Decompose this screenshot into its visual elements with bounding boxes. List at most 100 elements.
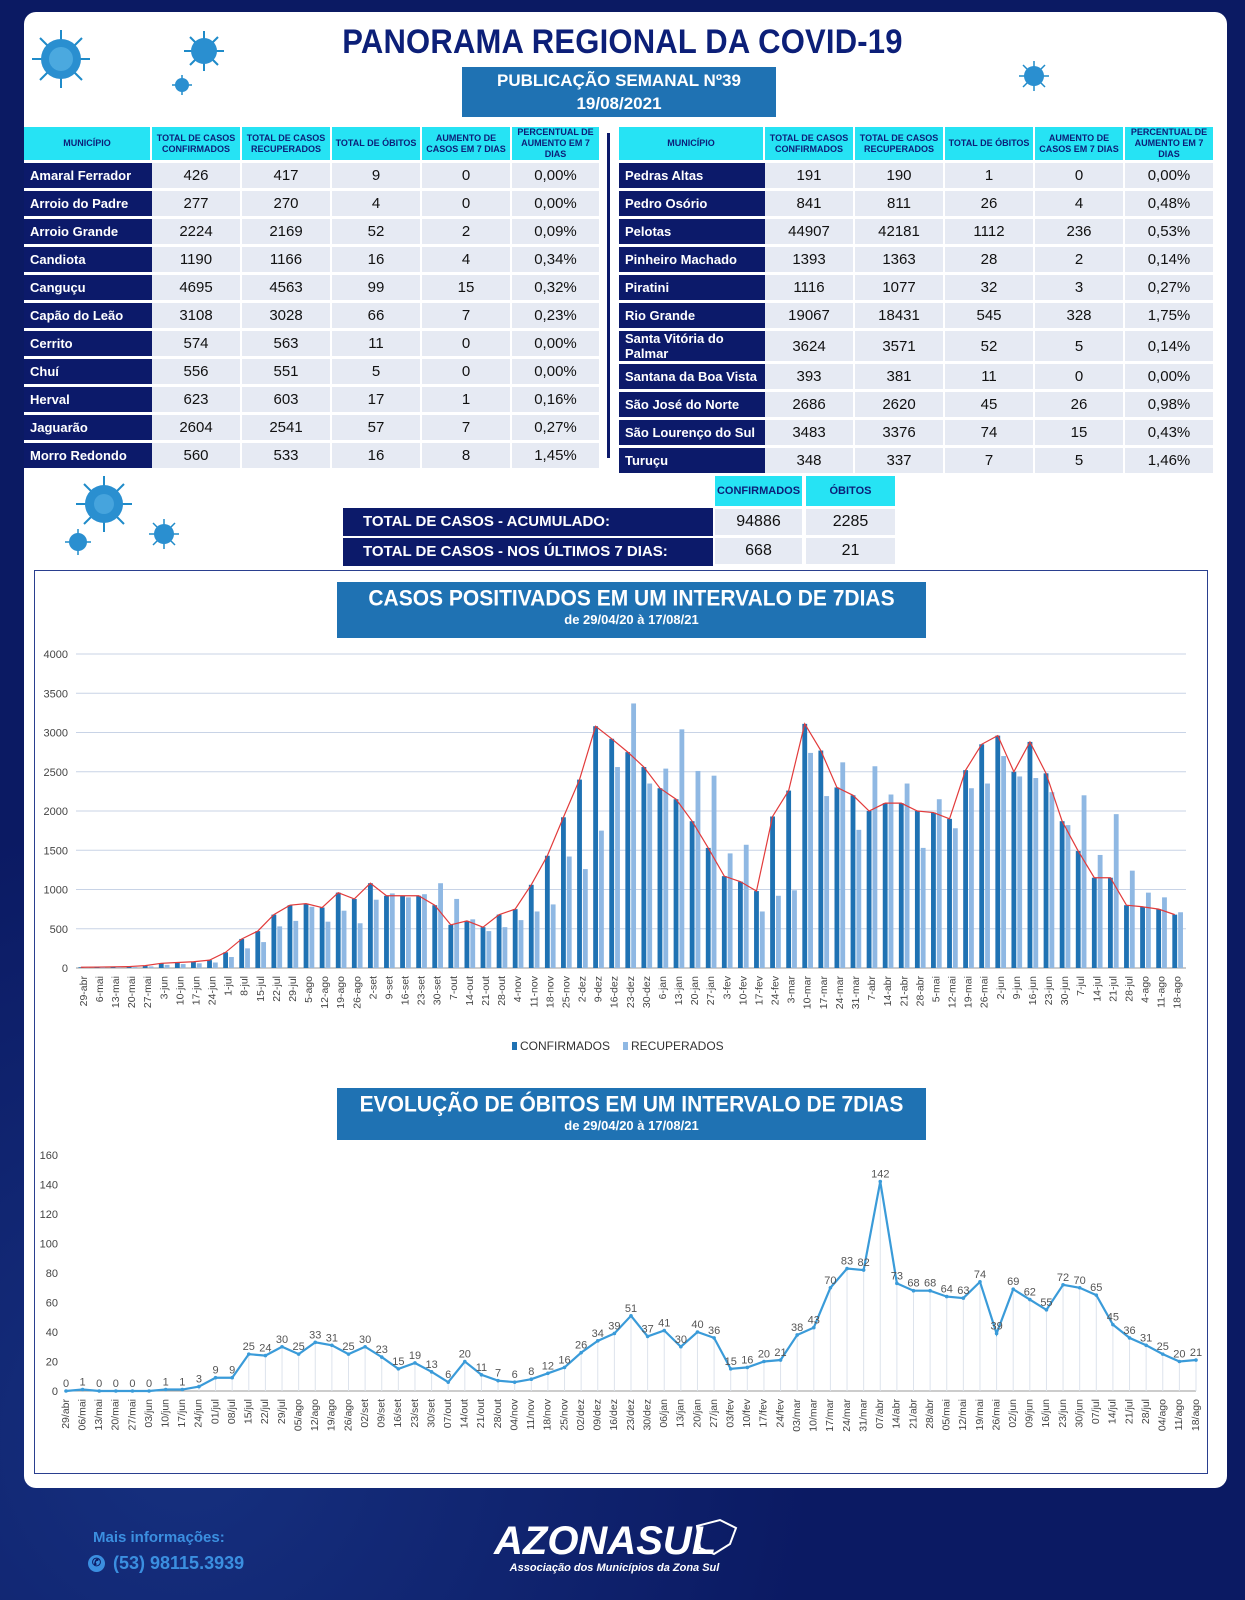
cases-chart: 0 500 1000 1500 2000 2500 3000 3500 4000 29-abr 6-… bbox=[44, 650, 1186, 1053]
bar-confirmed bbox=[544, 855, 550, 968]
x-tick-label: 21/jul bbox=[1123, 1399, 1135, 1424]
x-tick-label: 30-set bbox=[432, 976, 444, 1005]
table-cell: 2604 bbox=[152, 415, 242, 440]
bar-confirmed bbox=[947, 818, 952, 968]
table-cell: 603 bbox=[242, 387, 332, 412]
data-point bbox=[64, 1389, 68, 1393]
data-label: 0 bbox=[96, 1378, 102, 1390]
table-cell: 45 bbox=[945, 392, 1035, 417]
bar-confirmed bbox=[834, 787, 840, 968]
data-label: 68 bbox=[907, 1278, 919, 1290]
table-cell: 74 bbox=[945, 420, 1035, 445]
data-label: 30 bbox=[359, 1334, 371, 1346]
data-label: 25 bbox=[243, 1341, 255, 1353]
x-tick-label: 28/jul bbox=[1140, 1399, 1152, 1424]
col-header: PERCENTUAL DE AUMENTO EM 7 DIAS bbox=[1125, 127, 1215, 160]
table-cell: 426 bbox=[152, 163, 242, 188]
bar-confirmed bbox=[561, 817, 566, 968]
municipality-name: Candiota bbox=[24, 247, 152, 272]
data-point bbox=[712, 1336, 716, 1340]
bar-recovered bbox=[1162, 897, 1167, 968]
phone-number[interactable]: (53) 98115.3939 bbox=[113, 1553, 245, 1573]
data-label: 30 bbox=[675, 1334, 687, 1346]
x-tick-label: 26/ago bbox=[342, 1399, 354, 1431]
data-label: 20 bbox=[1173, 1349, 1185, 1361]
x-tick-label: 31-mar bbox=[850, 976, 862, 1010]
data-point bbox=[845, 1266, 849, 1271]
table-cell: 0 bbox=[422, 331, 512, 356]
x-tick-label: 27/jan bbox=[708, 1399, 720, 1428]
virus-icon bbox=[32, 30, 90, 88]
x-tick-label: 14-abr bbox=[882, 976, 894, 1007]
x-tick-label: 21/out bbox=[475, 1399, 487, 1428]
bar-recovered bbox=[824, 796, 830, 968]
table-cell: 16 bbox=[332, 443, 422, 468]
data-point bbox=[961, 1296, 966, 1300]
x-tick-label: 19-mai bbox=[963, 976, 975, 1008]
x-tick-label: 08/jul bbox=[226, 1399, 238, 1424]
data-point bbox=[114, 1389, 118, 1393]
data-point bbox=[1177, 1359, 1182, 1364]
table-cell: 0 bbox=[422, 359, 512, 384]
x-tick-label: 09/set bbox=[376, 1399, 388, 1428]
table-cell: 270 bbox=[242, 191, 332, 216]
x-tick-label: 14/out bbox=[459, 1399, 471, 1428]
table-row: Candiota 1190 1166 16 4 0,34% bbox=[24, 247, 601, 272]
bar-recovered bbox=[695, 770, 701, 968]
col-header: TOTAL DE CASOS RECUPERADOS bbox=[242, 127, 332, 160]
data-point bbox=[363, 1344, 367, 1349]
bar-recovered bbox=[1001, 756, 1007, 968]
x-tick-label: 20-jan bbox=[689, 976, 701, 1005]
x-tick-label: 18/nov bbox=[542, 1398, 554, 1430]
trend-line bbox=[80, 722, 1175, 968]
table-cell: 4563 bbox=[242, 275, 332, 300]
x-tick-label: 8-jul bbox=[239, 976, 251, 996]
data-label: 20 bbox=[758, 1349, 770, 1361]
x-tick-label: 29/abr bbox=[60, 1399, 72, 1429]
table-cell: 1166 bbox=[242, 247, 332, 272]
data-label: 15 bbox=[725, 1356, 737, 1368]
table-cell: 563 bbox=[242, 331, 332, 356]
y-tick-label: 140 bbox=[40, 1180, 58, 1192]
x-tick-label: 10/mar bbox=[808, 1399, 820, 1432]
data-point bbox=[413, 1361, 417, 1365]
x-tick-label: 27-mai bbox=[142, 976, 154, 1008]
x-tick-label: 07/out bbox=[442, 1399, 454, 1428]
x-tick-label: 6-mai bbox=[94, 976, 106, 1002]
data-label: 21 bbox=[774, 1347, 786, 1359]
data-point bbox=[446, 1380, 451, 1384]
x-tick-label: 30-dez bbox=[641, 976, 653, 1008]
bar-recovered bbox=[422, 894, 427, 968]
data-label: 3 bbox=[196, 1374, 202, 1386]
table-row: Amaral Ferrador 426 417 9 0 0,00% bbox=[24, 163, 601, 188]
bar-confirmed bbox=[1059, 821, 1065, 968]
x-tick-label: 07/jul bbox=[1090, 1399, 1102, 1424]
data-label: 0 bbox=[146, 1378, 152, 1390]
bar-recovered bbox=[1145, 892, 1151, 968]
table-cell: 4 bbox=[422, 247, 512, 272]
data-label: 34 bbox=[592, 1328, 604, 1340]
table-row: Pelotas 44907 42181 1112 236 0,53% bbox=[619, 219, 1215, 244]
bar-confirmed bbox=[914, 811, 920, 968]
legend-label-recovered: RECUPERADOS bbox=[631, 1039, 724, 1053]
data-point bbox=[1028, 1297, 1032, 1302]
data-point bbox=[330, 1343, 334, 1348]
table-cell: 57 bbox=[332, 415, 422, 440]
bar-recovered bbox=[164, 964, 170, 968]
bar-confirmed bbox=[737, 881, 743, 968]
table-cell: 551 bbox=[242, 359, 332, 384]
table-divider bbox=[607, 133, 610, 458]
table-cell: 0,34% bbox=[512, 247, 601, 272]
phone-contact[interactable]: ✆ (53) 98115.3939 bbox=[88, 1553, 244, 1574]
bar-recovered bbox=[985, 783, 990, 968]
logo-text: AZONASUL bbox=[493, 1519, 716, 1563]
table-cell: 0 bbox=[422, 163, 512, 188]
data-label: 69 bbox=[1007, 1276, 1019, 1288]
bar-recovered bbox=[759, 911, 765, 968]
x-tick-label: 22/jul bbox=[259, 1399, 271, 1424]
bar-confirmed bbox=[577, 779, 582, 968]
bar-recovered bbox=[599, 830, 604, 968]
data-point bbox=[230, 1375, 234, 1380]
bar-recovered bbox=[631, 703, 637, 968]
table-cell: 1077 bbox=[855, 275, 945, 300]
